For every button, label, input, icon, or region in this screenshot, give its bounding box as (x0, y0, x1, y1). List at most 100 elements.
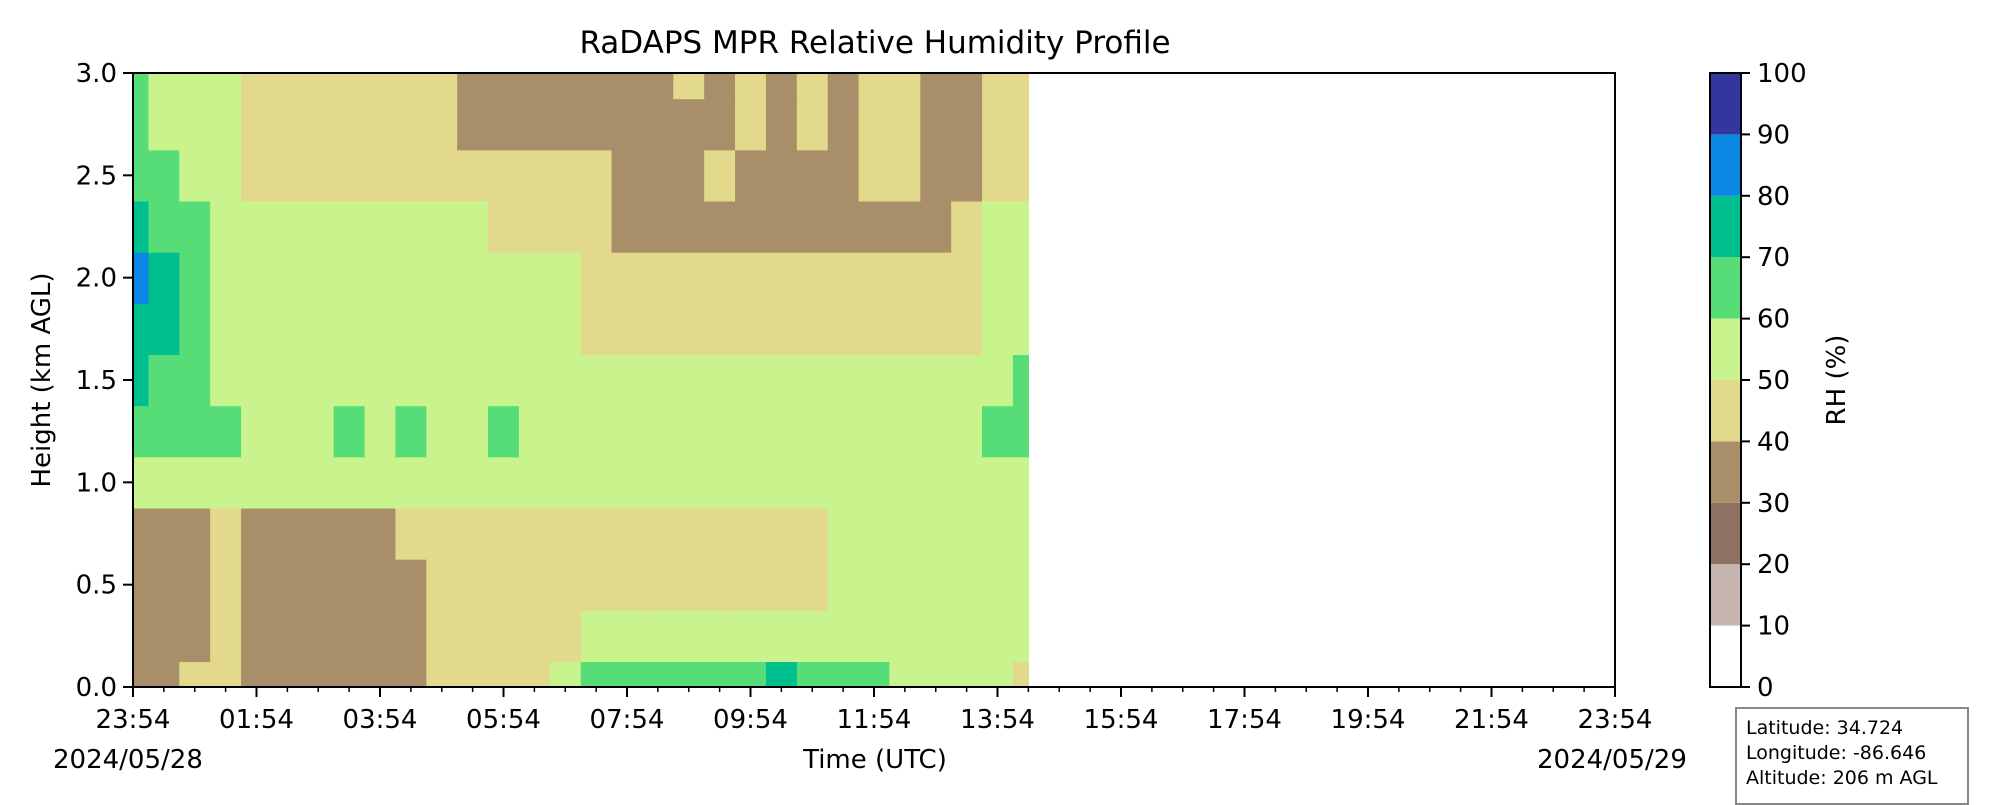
rh-cell (488, 200, 520, 253)
rh-cell (210, 98, 242, 151)
rh-cell (765, 507, 798, 560)
rh-cell (333, 507, 366, 560)
rh-cell (302, 507, 335, 560)
rh-cell (827, 354, 860, 407)
end-date-label: 2024/05/29 (1537, 745, 1687, 775)
colorbar-tick-label: 10 (1757, 612, 1790, 642)
rh-cell (364, 559, 397, 611)
rh-cell (951, 354, 983, 407)
contour-field (133, 73, 1029, 688)
rh-cell (858, 661, 891, 688)
rh-cell (302, 73, 335, 100)
rh-cell (148, 507, 180, 560)
rh-cell (827, 252, 860, 304)
colorbar-tick-label: 70 (1757, 243, 1790, 273)
rh-cell (271, 98, 304, 151)
rh-cell (920, 98, 952, 151)
rh-cell (241, 456, 273, 509)
rh-cell (549, 73, 582, 100)
rh-cell (889, 303, 921, 356)
rh-cell (580, 252, 613, 304)
rh-cell (395, 98, 427, 151)
rh-cell (827, 456, 860, 509)
rh-cell (951, 507, 983, 560)
rh-cell (179, 507, 211, 560)
rh-cell (704, 559, 736, 611)
y-tick-label: 3.0 (76, 59, 117, 89)
rh-cell (271, 559, 304, 611)
rh-cell (426, 610, 458, 663)
x-axis-label: Time (UTC) (802, 745, 947, 775)
rh-cell (735, 507, 767, 560)
rh-cell (302, 661, 335, 688)
rh-cell (1012, 98, 1029, 151)
rh-cell (133, 98, 150, 151)
rh-cell (889, 507, 921, 560)
rh-cell (796, 507, 829, 560)
rh-cell (765, 303, 798, 356)
rh-cell (611, 149, 644, 202)
rh-cell (580, 98, 613, 151)
rh-cell (148, 405, 180, 458)
rh-cell (580, 559, 613, 611)
rh-cell (827, 98, 860, 151)
rh-cell (457, 661, 489, 688)
y-tick-label: 0.5 (76, 571, 117, 601)
rh-cell (889, 354, 921, 407)
rh-cell (271, 661, 304, 688)
rh-cell (518, 661, 551, 688)
rh-cell (148, 354, 180, 407)
colorbar-swatch (1710, 502, 1741, 565)
rh-cell (951, 456, 983, 509)
rh-cell (611, 303, 644, 356)
rh-cell (1012, 303, 1029, 356)
rh-cell (210, 507, 242, 560)
y-axis: 0.0 0.5 1.0 1.5 2.0 2.5 3.0 (76, 59, 133, 703)
rh-cell (673, 507, 705, 560)
rh-cell (704, 200, 736, 253)
rh-cell (133, 610, 150, 663)
rh-cell (241, 507, 273, 560)
rh-cell (611, 610, 644, 663)
rh-cell (426, 354, 458, 407)
rh-cell (642, 405, 674, 458)
rh-cell (951, 200, 983, 253)
rh-cell (735, 405, 767, 458)
rh-cell (611, 456, 644, 509)
rh-cell (611, 559, 644, 611)
rh-cell (611, 200, 644, 253)
rh-cell (210, 303, 242, 356)
rh-cell (982, 73, 1014, 100)
rh-cell (920, 405, 952, 458)
rh-cell (889, 98, 921, 151)
rh-cell (148, 98, 180, 151)
rh-cell (920, 559, 952, 611)
colorbar-tick-label: 60 (1757, 305, 1790, 335)
rh-cell (765, 354, 798, 407)
rh-cell (827, 73, 860, 100)
colorbar-tick-label: 80 (1757, 182, 1790, 212)
rh-cell (302, 252, 335, 304)
rh-cell (704, 661, 736, 688)
colorbar-swatch (1710, 564, 1741, 626)
rh-cell (827, 661, 860, 688)
colorbar-swatch (1710, 441, 1741, 503)
x-tick-label: 13:54 (960, 705, 1035, 735)
rh-cell (364, 507, 397, 560)
rh-cell (133, 200, 150, 253)
rh-cell (488, 354, 520, 407)
rh-cell (241, 98, 273, 151)
rh-cell (889, 456, 921, 509)
rh-cell (133, 252, 150, 304)
rh-cell (133, 73, 150, 100)
rh-cell (271, 73, 304, 100)
rh-cell (426, 200, 458, 253)
colorbar-tick-label: 20 (1757, 550, 1790, 580)
rh-cell (395, 456, 427, 509)
rh-cell (827, 149, 860, 202)
rh-cell (920, 303, 952, 356)
rh-cell (858, 200, 891, 253)
rh-cell (611, 354, 644, 407)
colorbar-swatch (1710, 625, 1741, 687)
rh-cell (302, 354, 335, 407)
